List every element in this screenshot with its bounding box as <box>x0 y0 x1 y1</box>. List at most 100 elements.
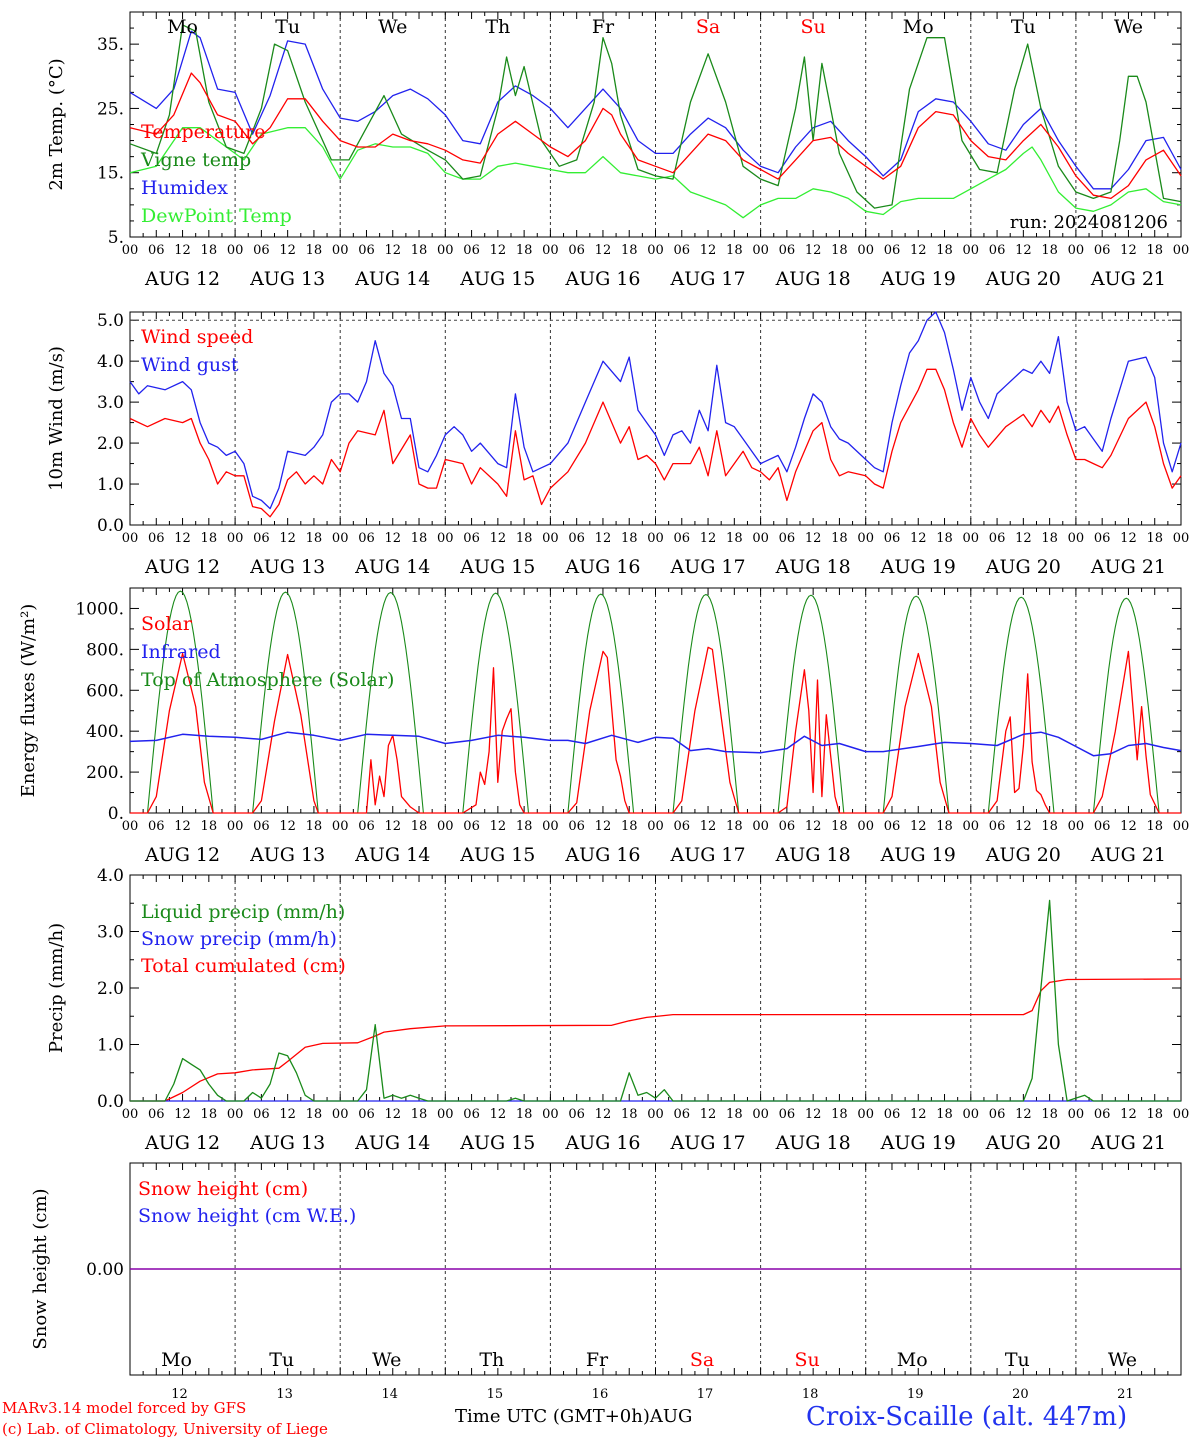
series-solar <box>130 646 1181 814</box>
weekday-label: Tu <box>269 1349 294 1371</box>
hour-tick-label: 12 <box>595 819 612 834</box>
date-label: AUG 12 <box>144 844 220 866</box>
hour-tick-label: 18 <box>726 819 743 834</box>
series-temperature <box>129 72 1182 200</box>
legend-entry: Snow precip (mm/h) <box>141 928 337 950</box>
weekday-label: Su <box>801 16 826 38</box>
hour-tick-label: 12 <box>805 1107 822 1122</box>
hour-tick-label: 06 <box>779 819 796 834</box>
date-label: AUG 13 <box>249 844 325 866</box>
day-number-label: 20 <box>1012 1387 1029 1402</box>
y-tick-label: 3.0 <box>97 393 124 413</box>
hour-tick-label: 12 <box>805 531 822 546</box>
hour-tick-label: 06 <box>989 1107 1006 1122</box>
panel-3: 0. 200. 400. 600. 800. 1000. Energy fluxes (W/… <box>18 587 1190 866</box>
hour-tick-label: 06 <box>1094 1107 1111 1122</box>
hour-tick-label: 00 <box>1068 1107 1085 1122</box>
month-label: AUG <box>649 1406 693 1427</box>
hour-tick-label: 12 <box>910 243 927 258</box>
hour-tick-label: 00 <box>1068 531 1085 546</box>
hour-tick-label: 00 <box>542 243 559 258</box>
hour-tick-label: 18 <box>936 1107 953 1122</box>
weekday-label: We <box>372 1349 401 1371</box>
legend-entry: Snow height (cm W.E.) <box>138 1205 356 1227</box>
y-tick-label: 0.0 <box>97 1092 124 1112</box>
hour-tick-label: 06 <box>148 243 165 258</box>
hour-tick-label: 00 <box>1173 819 1190 834</box>
date-label: AUG 20 <box>985 844 1061 866</box>
hour-tick-label: 00 <box>857 1107 874 1122</box>
hour-tick-label: 18 <box>516 1107 533 1122</box>
hour-tick-label: 00 <box>122 243 139 258</box>
legend-entry: Total cumulated (cm) <box>141 955 346 977</box>
x-axis-label: Time UTC (GMT+0h)AUG <box>455 1406 693 1427</box>
date-label: AUG 19 <box>880 1132 956 1154</box>
date-label: AUG 19 <box>880 556 956 578</box>
day-number-label: 12 <box>171 1387 188 1402</box>
y-tick-label: 800. <box>86 640 124 660</box>
weekday-label: Sa <box>696 16 720 38</box>
hour-tick-label: 00 <box>647 819 664 834</box>
y-tick-label: 3.0 <box>97 923 124 943</box>
hour-tick-label: 06 <box>253 1107 270 1122</box>
date-label: AUG 20 <box>985 556 1061 578</box>
date-label: AUG 17 <box>669 268 745 290</box>
date-label: AUG 18 <box>775 268 851 290</box>
hour-tick-label: 18 <box>411 819 428 834</box>
date-label: AUG 16 <box>564 268 640 290</box>
hour-tick-label: 06 <box>884 1107 901 1122</box>
date-label: AUG 21 <box>1090 1132 1166 1154</box>
hour-tick-label: 18 <box>936 819 953 834</box>
hour-tick-label: 18 <box>621 243 638 258</box>
y-tick-label: 0. <box>108 804 124 824</box>
hour-tick-label: 18 <box>516 243 533 258</box>
hour-tick-label: 18 <box>1146 531 1163 546</box>
hour-tick-label: 12 <box>490 531 507 546</box>
hour-tick-label: 18 <box>831 531 848 546</box>
date-label: AUG 18 <box>775 1132 851 1154</box>
y-tick-label: 5. <box>108 228 124 248</box>
hour-tick-label: 12 <box>279 243 296 258</box>
hour-tick-label: 06 <box>989 819 1006 834</box>
hour-tick-label: 06 <box>568 243 585 258</box>
hour-tick-label: 12 <box>1015 1107 1032 1122</box>
hour-tick-label: 12 <box>805 243 822 258</box>
y-tick-label: 0.00 <box>86 1260 124 1280</box>
date-label: AUG 15 <box>459 1132 535 1154</box>
y-tick-label: 200. <box>86 763 124 783</box>
weekday-label: Tu <box>1005 1349 1030 1371</box>
hour-tick-label: 18 <box>621 1107 638 1122</box>
weekday-label: Th <box>485 16 510 38</box>
hour-tick-label: 12 <box>490 1107 507 1122</box>
hour-tick-label: 06 <box>1094 243 1111 258</box>
hour-tick-label: 00 <box>122 1107 139 1122</box>
day-number-label: 14 <box>381 1387 398 1402</box>
series-infrared <box>129 731 1182 757</box>
hour-tick-label: 00 <box>647 1107 664 1122</box>
hour-tick-label: 06 <box>989 243 1006 258</box>
legend-entry: Temperature <box>141 121 265 143</box>
weekday-label: Mo <box>161 1349 192 1371</box>
date-label: AUG 17 <box>669 556 745 578</box>
plot-frame <box>129 587 1182 814</box>
hour-tick-label: 12 <box>1120 1107 1137 1122</box>
y-axis-label: 2m Temp. (°C) <box>46 58 67 190</box>
date-label: AUG 14 <box>354 268 430 290</box>
y-axis-label: Precip (mm/h) <box>46 923 67 1053</box>
day-number-label: 21 <box>1117 1387 1134 1402</box>
hour-tick-label: 00 <box>1068 819 1085 834</box>
date-label: AUG 15 <box>459 556 535 578</box>
day-number-label: 13 <box>276 1387 293 1402</box>
hour-tick-label: 18 <box>726 1107 743 1122</box>
hour-tick-label: 18 <box>621 819 638 834</box>
hour-tick-label: 18 <box>306 1107 323 1122</box>
hour-tick-label: 06 <box>568 1107 585 1122</box>
hour-tick-label: 00 <box>1068 243 1085 258</box>
y-tick-label: 1.0 <box>97 1036 124 1056</box>
hour-tick-label: 00 <box>227 243 244 258</box>
hour-tick-label: 00 <box>227 819 244 834</box>
hour-tick-label: 06 <box>1094 819 1111 834</box>
hour-tick-label: 06 <box>463 1107 480 1122</box>
hour-tick-label: 06 <box>253 243 270 258</box>
date-label: AUG 19 <box>880 268 956 290</box>
